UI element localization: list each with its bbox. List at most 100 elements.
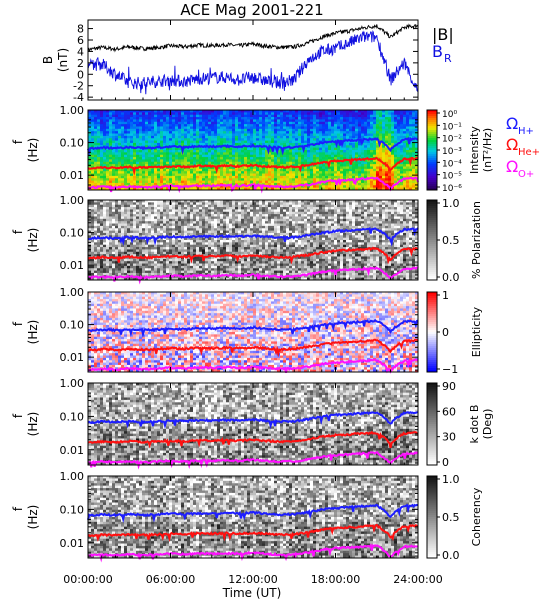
heatmap-cell — [202, 114, 206, 118]
heatmap-cell — [169, 223, 173, 227]
heatmap-cell — [319, 138, 323, 141]
heatmap-cell — [112, 265, 116, 269]
heatmap-cell — [256, 117, 260, 120]
heatmap-cell — [325, 168, 329, 172]
heatmap-cell — [133, 145, 137, 149]
legend-btotal: |B| — [432, 25, 454, 44]
heatmap-cell — [94, 230, 98, 234]
heatmap-cell — [169, 240, 173, 243]
heatmap-cell — [118, 147, 122, 151]
heatmap-cell — [310, 173, 314, 177]
heatmap-cell — [121, 200, 125, 203]
heatmap-cell — [88, 244, 92, 248]
heatmap-cell — [253, 147, 257, 151]
heatmap-cell — [148, 211, 152, 215]
heatmap-cell — [88, 154, 92, 158]
heatmap-cell — [88, 140, 92, 144]
heatmap-cell — [148, 251, 152, 255]
heatmap-cell — [145, 221, 149, 224]
heatmap-cell — [112, 247, 116, 250]
heatmap-cell — [283, 133, 287, 137]
heatmap-cell — [205, 140, 209, 144]
heatmap-cell — [370, 150, 374, 153]
heatmap-cell — [376, 171, 380, 174]
heatmap-cell — [193, 180, 197, 184]
heatmap-cell — [91, 235, 95, 239]
heatmap-cell — [124, 277, 128, 281]
heatmap-cell — [94, 173, 98, 177]
heatmap-cell — [175, 147, 179, 151]
heatmap-cell — [280, 161, 284, 165]
heatmap-cell — [145, 159, 149, 163]
heatmap-cell — [178, 263, 182, 267]
heatmap-cell — [271, 124, 275, 127]
heatmap-cell — [331, 110, 335, 113]
heatmap-cell — [184, 187, 188, 191]
heatmap-cell — [103, 138, 107, 141]
heatmap-cell — [253, 168, 257, 172]
heatmap-cell — [325, 142, 329, 146]
heatmap-cell — [109, 268, 113, 271]
heatmap-cell — [148, 263, 152, 267]
heatmap-cell — [409, 166, 413, 170]
heatmap-cell — [181, 168, 185, 172]
heatmap-cell — [310, 168, 314, 172]
heatmap-cell — [319, 128, 323, 132]
heatmap-cell — [364, 145, 368, 149]
heatmap-cell — [136, 133, 140, 137]
heatmap-cell — [103, 235, 107, 239]
heatmap-cell — [115, 254, 119, 257]
heatmap-cell — [151, 173, 155, 177]
heatmap-cell — [115, 173, 119, 177]
heatmap-cell — [163, 228, 167, 231]
heatmap-cell — [247, 135, 251, 139]
heatmap-cell — [322, 112, 326, 116]
heatmap-cell — [169, 150, 173, 153]
heatmap-cell — [241, 168, 245, 172]
heatmap-cell — [202, 152, 206, 156]
heatmap-cell — [310, 138, 314, 141]
heatmap-cell — [391, 159, 395, 163]
heatmap-cell — [415, 135, 419, 139]
heatmap-cell — [181, 171, 185, 174]
heatmap-cell — [301, 154, 305, 158]
heatmap-cell — [304, 142, 308, 146]
heatmap-cell — [184, 244, 188, 248]
heatmap-cell — [142, 251, 146, 255]
heatmap-cell — [223, 150, 227, 153]
heatmap-cell — [193, 110, 197, 113]
heatmap-cell — [169, 237, 173, 241]
heatmap-cell — [109, 216, 113, 220]
heatmap-cell — [205, 180, 209, 184]
heatmap-cell — [220, 121, 224, 125]
heatmap-cell — [226, 119, 230, 123]
heatmap-cell — [385, 168, 389, 172]
heatmap-cell — [232, 126, 236, 130]
heatmap-cell — [349, 147, 353, 151]
heatmap-cell — [268, 119, 272, 123]
heatmap-cell — [187, 147, 191, 151]
heatmap-cell — [409, 164, 413, 167]
heatmap-cell — [127, 218, 131, 222]
heatmap-cell — [316, 150, 320, 153]
heatmap-cell — [259, 168, 263, 172]
heatmap-cell — [355, 140, 359, 144]
heatmap-cell — [118, 216, 122, 220]
heatmap-cell — [286, 117, 290, 120]
heatmap-cell — [121, 150, 125, 153]
heatmap-cell — [289, 166, 293, 170]
heatmap-cell — [250, 150, 254, 153]
y-axis-label-unit: (nT) — [56, 48, 70, 72]
heatmap-cell — [193, 119, 197, 123]
heatmap-cell — [88, 178, 92, 181]
heatmap-cell — [316, 171, 320, 174]
heatmap-cell — [127, 142, 131, 146]
heatmap-cell — [130, 128, 134, 132]
heatmap-cell — [166, 214, 170, 217]
heatmap-cell — [355, 124, 359, 127]
heatmap-cell — [223, 178, 227, 181]
heatmap-cell — [352, 142, 356, 146]
colorbar-label: Intensity — [468, 126, 481, 174]
heatmap-cell — [115, 145, 119, 149]
heatmap-cell — [328, 131, 332, 134]
